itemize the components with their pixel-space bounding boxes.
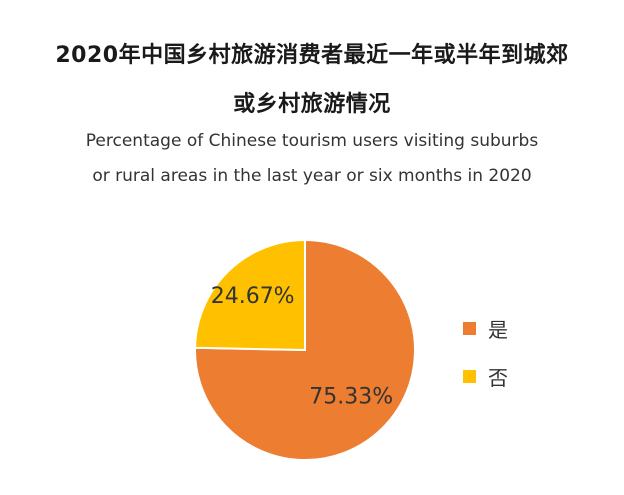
legend-swatch-no [463,369,476,383]
data-label-yes: 75.33% [309,385,393,410]
data-label-no: 24.67% [211,284,295,309]
chart-subtitle-line-2: or rural areas in the last year or six m… [92,166,532,186]
chart-title-line-2: 或乡村旅游情况 [233,92,391,117]
legend-item-yes: 是 [463,316,508,342]
chart-subtitle-line-1: Percentage of Chinese tourism users visi… [85,131,539,151]
legend-label-no: 否 [488,365,508,390]
legend-label-yes: 是 [488,317,508,342]
legend-item-no: 否 [463,364,508,390]
pie-slice-no [194,238,306,352]
chart-title-line-1: 2020年中国乡村旅游消费者最近一年或半年到城郊 [55,43,569,68]
legend-swatch-yes [463,321,476,335]
